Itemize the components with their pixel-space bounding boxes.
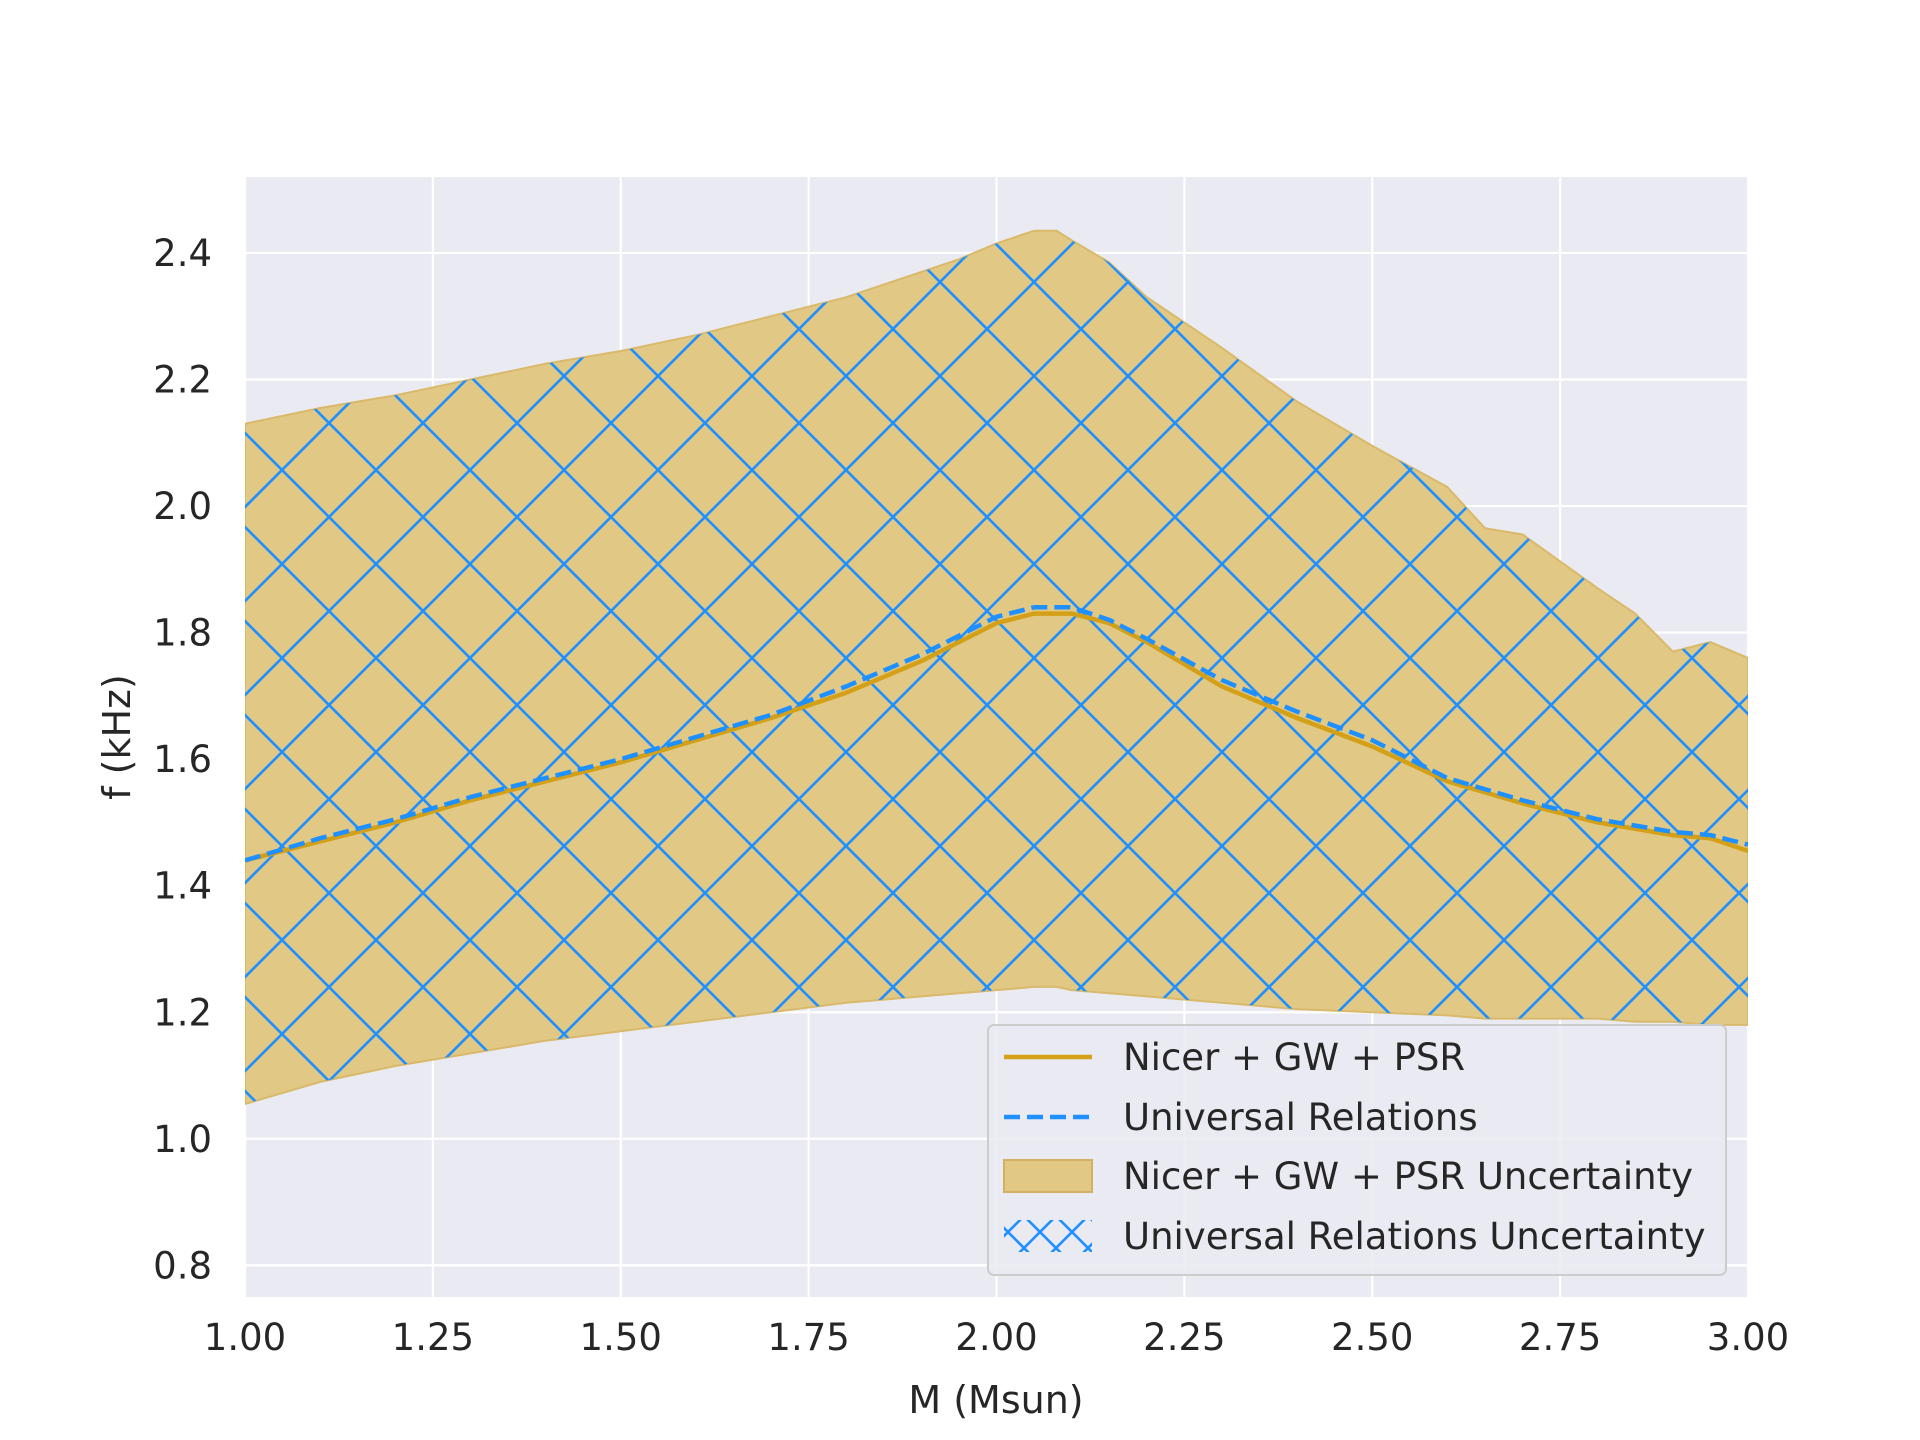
legend-frame	[987, 1024, 1727, 1276]
series-lines	[245, 605, 1748, 863]
nicer-series-line	[245, 611, 1748, 863]
x-tick-label: 1.25	[392, 1316, 474, 1359]
y-tick-label: 1.0	[153, 1118, 212, 1161]
y-tick-labels: 0.8 1.0 1.2 1.4 1.6 1.8 2.0 2.2 2.4	[153, 232, 212, 1287]
y-tick-label: 1.8	[153, 612, 212, 655]
y-tick-label: 2.0	[153, 485, 212, 528]
x-tick-label: 1.50	[580, 1316, 662, 1359]
y-tick-label: 2.2	[153, 358, 212, 401]
x-tick-label: 2.75	[1519, 1316, 1601, 1359]
legend-label-nicer: Nicer + GW + PSR	[1123, 1036, 1465, 1079]
x-tick-label: 2.25	[1143, 1316, 1225, 1359]
y-tick-label: 1.4	[153, 865, 212, 908]
y-tick-label: 0.8	[153, 1244, 212, 1287]
universal-uncertainty-band	[245, 230, 1748, 1105]
uncertainty-bands	[245, 229, 1748, 1106]
x-tick-label: 1.00	[204, 1316, 286, 1359]
y-tick-label: 2.4	[153, 232, 212, 275]
legend-swatch-universal-band	[1004, 1220, 1092, 1252]
x-tick-label: 2.00	[955, 1316, 1037, 1359]
x-tick-label: 3.00	[1707, 1316, 1789, 1359]
x-tick-labels: 1.00 1.25 1.50 1.75 2.00 2.25 2.50 2.75 3.00	[204, 1316, 1789, 1359]
x-tick-label: 1.75	[767, 1316, 849, 1359]
legend-label-universal-band: Universal Relations Uncertainty	[1123, 1215, 1706, 1258]
legend-label-universal: Universal Relations	[1123, 1096, 1478, 1139]
y-axis-label: f (kHz)	[95, 674, 139, 800]
x-axis-label: M (Msun)	[908, 1378, 1083, 1422]
legend-swatch-nicer-band	[1003, 1159, 1093, 1193]
x-tick-label: 2.50	[1331, 1316, 1413, 1359]
y-tick-label: 1.2	[153, 991, 212, 1034]
legend: Nicer + GW + PSR Universal Relations Nic…	[987, 1024, 1727, 1276]
y-tick-label: 1.6	[153, 738, 212, 781]
legend-label-nicer-band: Nicer + GW + PSR Uncertainty	[1123, 1155, 1693, 1198]
